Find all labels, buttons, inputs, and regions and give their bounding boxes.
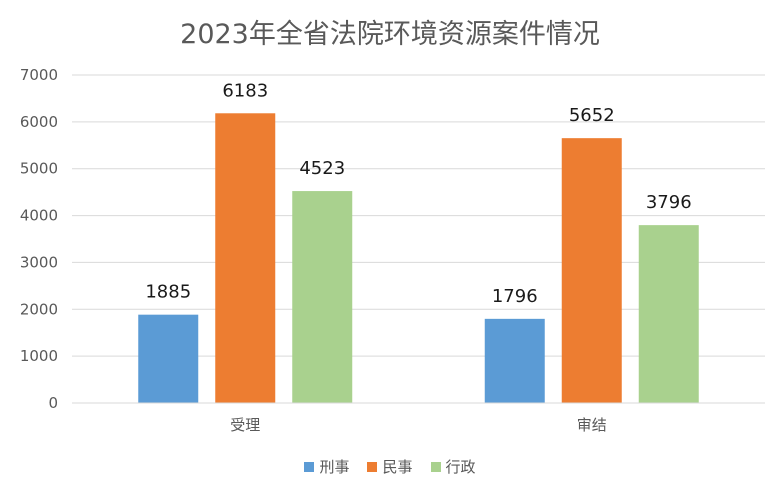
- legend-swatch: [430, 461, 441, 472]
- data-label: 3796: [646, 192, 692, 213]
- y-tick-label: 5000: [20, 160, 58, 178]
- data-label: 1796: [492, 286, 538, 307]
- y-tick-label: 6000: [20, 113, 58, 131]
- y-tick-label: 7000: [20, 66, 58, 84]
- legend-swatch: [367, 461, 378, 472]
- y-tick-label: 0: [48, 394, 58, 412]
- data-label: 6183: [222, 80, 268, 101]
- bar: [561, 138, 622, 403]
- x-category-label: 受理: [230, 416, 260, 434]
- x-category-label: 审结: [577, 416, 607, 434]
- legend-label: 行政: [445, 458, 476, 476]
- data-label: 5652: [569, 105, 615, 126]
- chart-title: 2023年全省法院环境资源案件情况: [180, 19, 600, 50]
- y-tick-label: 4000: [20, 207, 58, 225]
- bar: [638, 225, 699, 403]
- data-label: 4523: [299, 158, 345, 179]
- data-label: 1885: [145, 282, 191, 303]
- bar: [138, 314, 199, 403]
- legend-label: 刑事: [319, 458, 350, 476]
- legend-item: 民事: [367, 456, 413, 477]
- chart-legend: 刑事 民事 行政: [0, 456, 780, 477]
- bar: [215, 113, 276, 403]
- legend-item: 行政: [430, 456, 476, 477]
- y-tick-label: 2000: [20, 300, 58, 318]
- y-tick-label: 3000: [20, 253, 58, 271]
- legend-item: 刑事: [304, 456, 349, 477]
- legend-label: 民事: [382, 458, 413, 476]
- legend-swatch: [304, 461, 315, 472]
- y-tick-label: 1000: [20, 347, 58, 365]
- bar: [484, 318, 545, 403]
- bar: [292, 191, 353, 403]
